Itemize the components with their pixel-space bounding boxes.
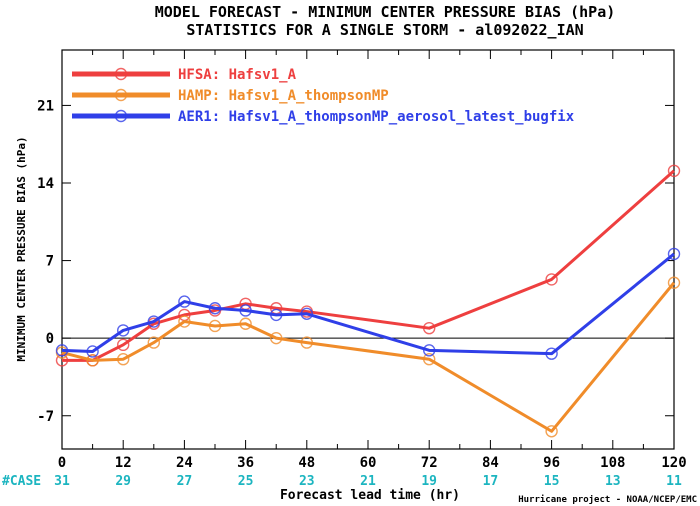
case-count: 13 xyxy=(605,474,621,489)
x-tick-label: 96 xyxy=(543,455,560,471)
case-count: 27 xyxy=(177,474,193,489)
x-tick-label: 108 xyxy=(600,455,625,471)
series-1 xyxy=(55,164,681,367)
y-tick-label: 21 xyxy=(37,98,54,114)
x-tick-label: 0 xyxy=(58,455,66,471)
series-2 xyxy=(55,276,681,438)
data-point xyxy=(423,353,436,366)
data-point xyxy=(147,315,161,328)
case-count: 23 xyxy=(299,474,315,489)
data-point xyxy=(423,321,436,335)
data-point xyxy=(270,331,283,345)
x-tick-label: 36 xyxy=(237,455,254,471)
data-point xyxy=(300,307,313,320)
series-3 xyxy=(55,247,681,360)
case-count: 15 xyxy=(544,474,560,489)
case-count: 19 xyxy=(421,474,437,489)
series-line xyxy=(61,281,676,433)
x-tick-label: 84 xyxy=(482,455,499,471)
x-axis-label: Forecast lead time (hr) xyxy=(280,488,460,503)
data-point xyxy=(116,324,130,337)
legend-label: HAMP: Hafsv1_A_thompsonMP xyxy=(178,88,389,104)
data-point xyxy=(239,317,252,330)
chart-title: MODEL FORECAST - MINIMUM CENTER PRESSURE… xyxy=(155,3,616,21)
chart-subtitle: STATISTICS FOR A SINGLE STORM - al092022… xyxy=(186,21,583,39)
data-point xyxy=(270,308,283,322)
data-point xyxy=(55,354,69,367)
case-row-label: #CASE xyxy=(2,474,41,489)
case-count: 29 xyxy=(115,474,131,489)
legend-label: HFSA: Hafsv1_A xyxy=(178,67,297,83)
data-point xyxy=(86,354,99,367)
data-point xyxy=(178,315,191,328)
legend-marker xyxy=(114,109,128,123)
case-count: 21 xyxy=(360,474,376,489)
y-axis-label: MINIMUM CENTER PRESSURE BIAS (hPa) xyxy=(15,136,28,361)
data-point xyxy=(178,295,191,308)
data-point xyxy=(147,336,161,349)
data-point xyxy=(545,273,558,286)
case-count: 25 xyxy=(238,474,254,489)
y-tick-label: 14 xyxy=(37,176,54,192)
x-tick-label: 72 xyxy=(421,455,438,471)
credit-text: Hurricane project - NOAA/NCEP/EMC xyxy=(518,494,697,505)
y-tick-label: 0 xyxy=(46,331,54,347)
x-tick-label: 120 xyxy=(661,455,686,471)
data-point xyxy=(423,344,436,357)
data-point xyxy=(116,353,130,366)
data-point xyxy=(86,345,99,358)
case-count: 17 xyxy=(483,474,499,489)
x-tick-label: 48 xyxy=(298,455,315,471)
x-tick-label: 12 xyxy=(115,455,132,471)
data-point xyxy=(667,164,681,178)
series-layer xyxy=(55,164,681,438)
data-point xyxy=(116,338,130,352)
data-point xyxy=(55,344,69,357)
x-tick-label: 60 xyxy=(360,455,377,471)
data-point xyxy=(667,276,681,289)
series-line xyxy=(61,252,675,356)
legend-marker xyxy=(114,67,128,81)
x-tick-label: 24 xyxy=(176,455,193,471)
data-point xyxy=(545,425,558,438)
y-tick-label: 7 xyxy=(46,254,54,270)
case-count: 31 xyxy=(54,474,70,489)
case-count-row: #CASE 31 29 27 25 23 21 19 17 15 13 11 xyxy=(2,474,682,489)
data-point xyxy=(208,302,222,315)
data-point xyxy=(239,304,252,317)
data-point xyxy=(545,347,558,360)
y-tick-label: -7 xyxy=(37,409,54,425)
data-point xyxy=(667,247,681,261)
legend-label: AER1: Hafsv1_A_thompsonMP_aerosol_latest… xyxy=(178,109,575,125)
legend: HFSA: Hafsv1_A HAMP: Hafsv1_A_thompsonMP A… xyxy=(72,67,575,125)
data-point xyxy=(300,336,313,349)
case-count: 11 xyxy=(666,474,682,489)
legend-marker xyxy=(114,88,128,102)
data-point xyxy=(208,319,222,333)
